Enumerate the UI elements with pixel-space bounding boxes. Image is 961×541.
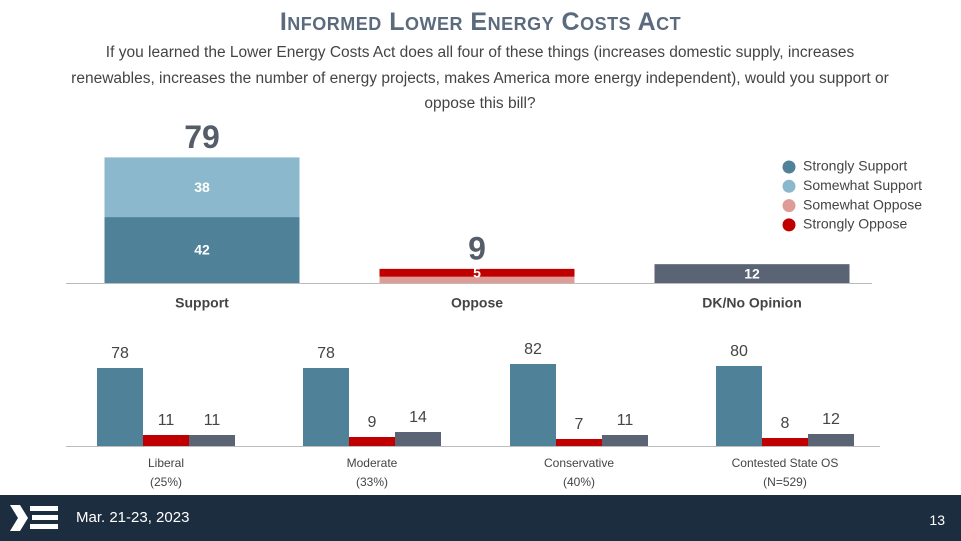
footer: Mar. 21-23, 2023 13 [0, 495, 961, 541]
legend-marker [782, 160, 796, 174]
category-label: DK/No Opinion [702, 295, 802, 311]
bar-segment [379, 276, 575, 283]
bar-segment [104, 217, 300, 283]
value-label: 11 [204, 412, 221, 429]
category-note: (N=529) [763, 475, 807, 489]
category-label: Contested State OS [732, 456, 839, 470]
category-note: (40%) [563, 475, 595, 489]
category-label: Liberal [148, 456, 184, 470]
category-label: Support [175, 295, 229, 311]
value-label: 14 [409, 409, 427, 426]
bar [143, 435, 189, 446]
bar [716, 366, 762, 446]
logo [10, 505, 58, 531]
value-label: 11 [158, 412, 175, 429]
legend-marker [782, 199, 796, 213]
bar [303, 368, 349, 446]
bar [762, 438, 808, 446]
bar [808, 434, 854, 446]
value-label: 12 [744, 265, 760, 281]
category-note: (25%) [150, 475, 182, 489]
bar [349, 437, 395, 446]
total-label: 9 [468, 230, 486, 266]
subtitle: If you learned the Lower Energy Costs Ac… [71, 44, 889, 112]
bar [395, 432, 441, 446]
category-note: (33%) [356, 475, 388, 489]
legend-marker [782, 218, 796, 232]
legend-label: Somewhat Oppose [803, 196, 922, 212]
title: Informed Lower Energy Costs Act [279, 8, 682, 36]
value-label: 78 [317, 345, 335, 362]
bar [189, 435, 235, 446]
value-label: 11 [617, 412, 634, 429]
value-label: 42 [194, 242, 210, 258]
legend-label: Strongly Support [803, 158, 907, 174]
bar [97, 368, 143, 446]
value-label: 80 [730, 343, 748, 360]
value-label: 78 [111, 345, 129, 362]
legend-label: Strongly Oppose [803, 216, 907, 232]
legend-marker [782, 179, 796, 193]
page-number: 13 [929, 512, 945, 528]
bar-segment [104, 157, 300, 218]
value-label: 12 [822, 411, 840, 428]
bar-segment [654, 264, 850, 283]
bar [510, 364, 556, 446]
value-label: 8 [781, 415, 790, 432]
category-label: Oppose [451, 295, 503, 311]
value-label: 5 [473, 264, 481, 280]
category-label: Moderate [347, 456, 398, 470]
legend-label: Somewhat Support [803, 177, 922, 193]
value-label: 82 [524, 341, 542, 358]
total-label: 79 [184, 119, 220, 155]
bar [556, 439, 602, 446]
bar-segment [379, 268, 575, 277]
bar [602, 435, 648, 446]
value-label: 9 [368, 414, 377, 431]
value-label: 7 [575, 416, 584, 433]
value-label: 38 [194, 179, 210, 195]
date: Mar. 21-23, 2023 [76, 509, 190, 526]
category-label: Conservative [544, 456, 614, 470]
